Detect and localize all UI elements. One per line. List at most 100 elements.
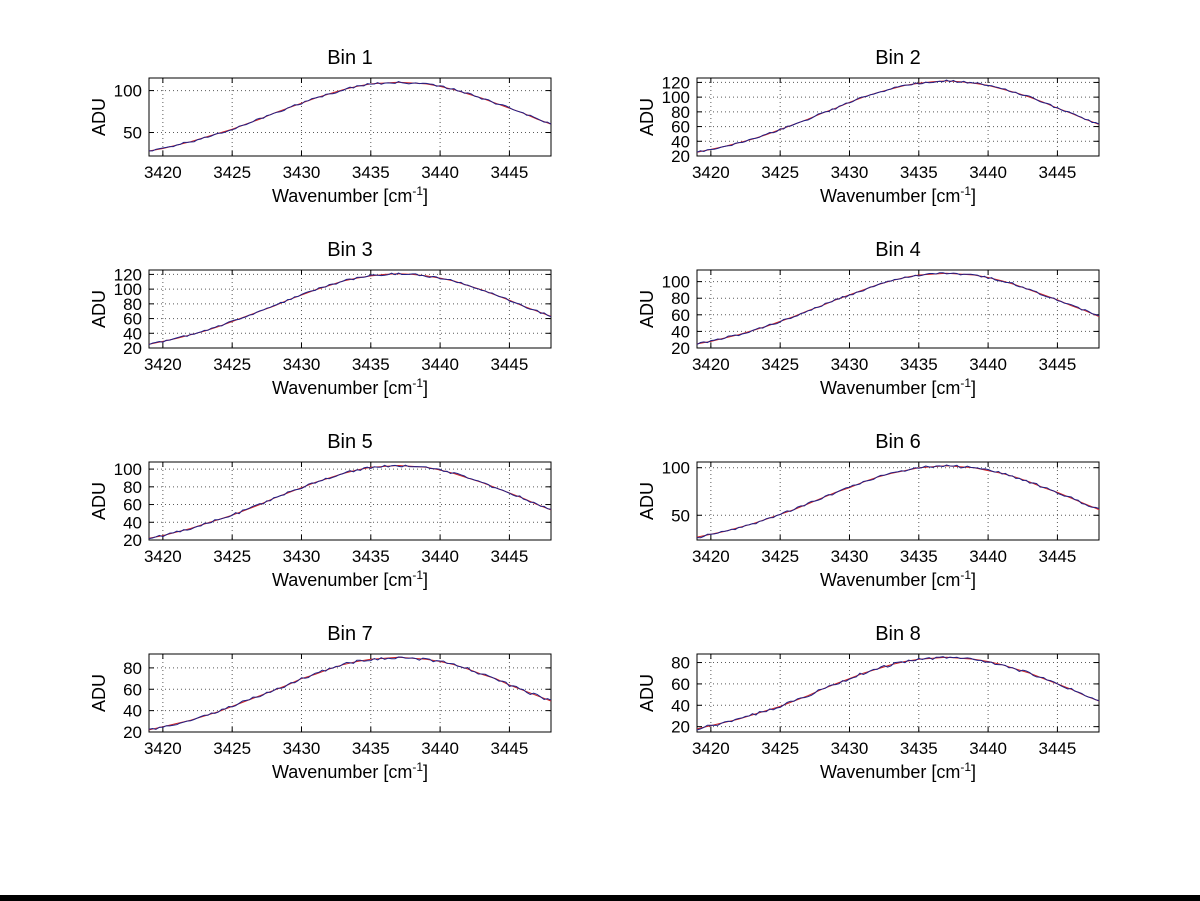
svg-text:3420: 3420 (144, 547, 182, 566)
xlabel-close: ] (423, 570, 429, 590)
bin-8-chart: 3420 3425 3430 3435 3440 3445 20 40 60 80 ADU (639, 653, 1100, 758)
plot-title: Bin 2 (875, 47, 921, 69)
svg-text:3445: 3445 (490, 547, 528, 566)
svg-text:3445: 3445 (1038, 739, 1076, 758)
xlabel-text: Wavenumber [cm (819, 378, 961, 398)
svg-text:3435: 3435 (352, 355, 390, 374)
svg-text:3430: 3430 (283, 355, 321, 374)
svg-text:3430: 3430 (283, 163, 321, 182)
svg-text:3435: 3435 (352, 547, 390, 566)
plot-title: Bin 4 (875, 239, 921, 261)
svg-text:100: 100 (114, 460, 142, 479)
x-axis-label: Wavenumber [cm-1] (149, 568, 551, 592)
plot-title: Bin 8 (875, 623, 921, 645)
svg-text:60: 60 (671, 118, 690, 137)
figure-window: Bin 1 3420 3425 3430 3435 3440 3445 50 100 ADU W… (0, 46, 1200, 901)
svg-text:80: 80 (671, 103, 690, 122)
xlabel-close: ] (971, 378, 977, 398)
svg-text:ADU: ADU (91, 482, 109, 520)
svg-text:100: 100 (662, 273, 690, 292)
xlabel-text: Wavenumber [cm (819, 570, 961, 590)
subplot-grid: Bin 1 3420 3425 3430 3435 3440 3445 50 100 ADU W… (91, 46, 1109, 784)
x-axis-label: Wavenumber [cm-1] (697, 184, 1099, 208)
svg-text:100: 100 (662, 88, 690, 107)
svg-text:20: 20 (671, 339, 690, 358)
xlabel-superscript: -1 (960, 376, 972, 390)
svg-text:ADU: ADU (91, 674, 109, 712)
bin-6-chart: 3420 3425 3430 3435 3440 3445 50 100 ADU (639, 459, 1100, 566)
svg-text:3420: 3420 (144, 163, 182, 182)
bin-7-chart: 3420 3425 3430 3435 3440 3445 20 40 60 80 ADU (91, 653, 552, 758)
svg-text:120: 120 (662, 73, 690, 92)
svg-text:ADU: ADU (639, 674, 657, 712)
xlabel-superscript: -1 (960, 184, 972, 198)
svg-text:40: 40 (123, 513, 142, 532)
subplot-bin-2: Bin 2 3420 3425 3430 3435 3440 3445 20 40 60 80 10… (639, 46, 1109, 208)
subplot-bin-4: Bin 4 3420 3425 3430 3435 3440 3445 20 40 60 80 10… (639, 238, 1109, 400)
svg-text:3425: 3425 (761, 163, 799, 182)
svg-text:ADU: ADU (639, 482, 657, 520)
svg-text:3425: 3425 (761, 355, 799, 374)
svg-text:ADU: ADU (639, 290, 657, 328)
x-axis-label: Wavenumber [cm-1] (149, 184, 551, 208)
xlabel-close: ] (971, 762, 977, 782)
xlabel-text: Wavenumber [cm (271, 186, 413, 206)
svg-text:3435: 3435 (352, 163, 390, 182)
svg-text:20: 20 (123, 723, 142, 742)
svg-text:3445: 3445 (490, 739, 528, 758)
xlabel-text: Wavenumber [cm (271, 570, 413, 590)
subplot-bin-7: Bin 7 3420 3425 3430 3435 3440 3445 20 40 60 80 AD… (91, 622, 561, 784)
svg-text:60: 60 (123, 680, 142, 699)
svg-text:80: 80 (671, 289, 690, 308)
plot-title: Bin 5 (327, 431, 373, 453)
svg-text:3445: 3445 (1038, 163, 1076, 182)
plot-title: Bin 6 (875, 431, 921, 453)
plot-title: Bin 7 (327, 623, 373, 645)
svg-text:3445: 3445 (1038, 547, 1076, 566)
xlabel-close: ] (423, 378, 429, 398)
x-axis-label: Wavenumber [cm-1] (149, 760, 551, 784)
svg-text:ADU: ADU (91, 98, 109, 136)
svg-text:60: 60 (123, 310, 142, 329)
subplot-bin-3: Bin 3 3420 3425 3430 3435 3440 3445 20 40 60 80 10… (91, 238, 561, 400)
svg-text:3435: 3435 (900, 163, 938, 182)
svg-text:3440: 3440 (969, 739, 1007, 758)
xlabel-superscript: -1 (412, 376, 424, 390)
svg-text:60: 60 (671, 306, 690, 325)
svg-text:3420: 3420 (144, 355, 182, 374)
subplot-bin-8: Bin 8 3420 3425 3430 3435 3440 3445 20 40 60 80 AD… (639, 622, 1109, 784)
svg-text:80: 80 (123, 659, 142, 678)
svg-text:3435: 3435 (352, 739, 390, 758)
xlabel-close: ] (423, 762, 429, 782)
bottom-edge-bar (0, 895, 1200, 901)
x-axis-label: Wavenumber [cm-1] (697, 568, 1099, 592)
x-axis-label: Wavenumber [cm-1] (149, 376, 551, 400)
xlabel-superscript: -1 (412, 760, 424, 774)
xlabel-superscript: -1 (960, 568, 972, 582)
xlabel-superscript: -1 (412, 184, 424, 198)
subplot-bin-6: Bin 6 3420 3425 3430 3435 3440 3445 50 100 ADU W… (639, 430, 1109, 592)
subplot-bin-5: Bin 5 3420 3425 3430 3435 3440 3445 20 40 60 80 10… (91, 430, 561, 592)
svg-text:3440: 3440 (969, 163, 1007, 182)
bin-1-chart: 3420 3425 3430 3435 3440 3445 50 100 ADU (91, 77, 552, 182)
svg-text:20: 20 (671, 718, 690, 737)
svg-text:3420: 3420 (144, 739, 182, 758)
svg-text:80: 80 (123, 295, 142, 314)
xlabel-superscript: -1 (412, 568, 424, 582)
svg-text:3440: 3440 (969, 355, 1007, 374)
svg-text:3440: 3440 (421, 739, 459, 758)
svg-text:3430: 3430 (831, 739, 869, 758)
svg-text:3425: 3425 (761, 547, 799, 566)
x-axis-label: Wavenumber [cm-1] (697, 376, 1099, 400)
subplot-bin-1: Bin 1 3420 3425 3430 3435 3440 3445 50 100 ADU W… (91, 46, 561, 208)
svg-text:40: 40 (671, 132, 690, 151)
xlabel-close: ] (971, 570, 977, 590)
svg-text:40: 40 (671, 322, 690, 341)
svg-text:3420: 3420 (692, 163, 730, 182)
svg-text:40: 40 (123, 324, 142, 343)
svg-text:3430: 3430 (283, 739, 321, 758)
svg-text:3435: 3435 (900, 547, 938, 566)
svg-text:120: 120 (114, 265, 142, 284)
